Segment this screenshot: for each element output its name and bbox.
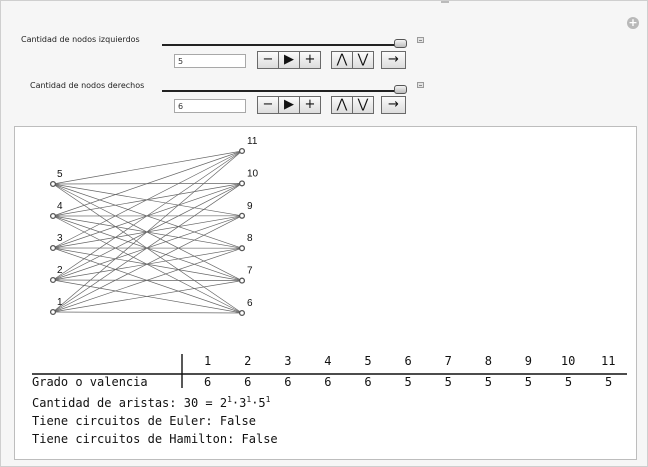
left-minus-button[interactable]: − xyxy=(257,51,279,69)
right-plus-button[interactable]: + xyxy=(299,96,321,114)
table-node-header: 9 xyxy=(525,354,532,368)
chevron-down-double-icon: ⋁ xyxy=(357,52,369,67)
table-row-label: Grado o valencia xyxy=(32,375,148,389)
graph-node xyxy=(238,147,246,155)
table-degree-cell: 6 xyxy=(364,375,371,389)
graph-edges xyxy=(52,150,243,314)
right-faster-button[interactable]: ⋀ xyxy=(331,96,353,114)
table-node-header: 10 xyxy=(561,354,575,368)
graph-edge xyxy=(52,247,243,314)
graph-node xyxy=(238,245,246,252)
left-nodes-label: Cantidad de nodos izquierdos xyxy=(21,35,140,44)
left-faster-button[interactable]: ⋀ xyxy=(331,51,353,69)
graph-node xyxy=(49,276,57,284)
graph-edge xyxy=(52,183,243,185)
graph-node xyxy=(238,309,246,317)
left-nodes-slider-thumb[interactable] xyxy=(394,39,407,48)
table-degree-cell: 5 xyxy=(445,375,452,389)
table-node-header: 2 xyxy=(244,354,251,368)
left-nodes-slider-track[interactable] xyxy=(162,44,406,46)
table-node-header: 1 xyxy=(204,354,211,368)
chevron-up-double-icon: ⋀ xyxy=(336,52,348,67)
output-panel: 1 2 3 4 5 6 7 8 9 10 11 Grado o valencia 1 6 2 6 3 6 4 6 5… xyxy=(14,126,637,460)
graph-edge xyxy=(52,311,243,314)
chevron-down-double-icon: ⋁ xyxy=(357,97,369,112)
graph-node xyxy=(238,212,246,219)
table-node-header: 11 xyxy=(601,354,615,368)
right-nodes-slider-thumb[interactable] xyxy=(394,85,407,94)
table-node-header: 6 xyxy=(405,354,412,368)
chevron-up-double-icon: ⋀ xyxy=(336,97,348,112)
node-label: 1 xyxy=(57,297,63,308)
hamilton-line: Tiene circuitos de Hamilton: False xyxy=(32,432,278,446)
table-degree-cell: 6 xyxy=(324,375,331,389)
left-nodes-collapse-icon[interactable] xyxy=(417,37,424,43)
graph-edge xyxy=(52,183,243,281)
table-degree-cell: 5 xyxy=(405,375,412,389)
degree-table: 1 6 2 6 3 6 4 6 5 6 6 5 7 5 8 5 9 5 10 5 11 5 xyxy=(204,354,615,389)
graph-node xyxy=(49,244,57,252)
node-label: 7 xyxy=(247,266,253,277)
graph-labels: 1 2 3 4 5 6 7 8 9 10 11 xyxy=(57,136,259,309)
right-nodes-slider-track[interactable] xyxy=(162,90,406,92)
node-label: 3 xyxy=(57,233,63,244)
graph-node xyxy=(49,308,57,316)
table-degree-cell: 5 xyxy=(605,375,612,389)
node-label: 10 xyxy=(247,168,259,179)
table-node-header: 4 xyxy=(324,354,331,368)
graph-edge xyxy=(52,183,243,314)
right-nodes-collapse-icon[interactable] xyxy=(417,82,424,88)
table-node-header: 3 xyxy=(284,354,291,368)
graph-edge xyxy=(52,183,243,217)
output-svg: 1 2 3 4 5 6 7 8 9 10 11 Grado o valencia 1 6 2 6 3 6 4 6 5… xyxy=(32,136,627,446)
table-node-header: 7 xyxy=(445,354,452,368)
graph-node xyxy=(49,180,57,188)
euler-line: Tiene circuitos de Euler: False xyxy=(32,414,256,428)
node-label: 6 xyxy=(247,298,253,309)
left-plus-button[interactable]: + xyxy=(299,51,321,69)
top-edge-mark xyxy=(441,1,449,3)
table-degree-cell: 5 xyxy=(525,375,532,389)
table-degree-cell: 6 xyxy=(244,375,251,389)
right-nodes-label: Cantidad de nodos derechos xyxy=(30,81,145,90)
edge-count-line: Cantidad de aristas: 30 = 21·31·51 xyxy=(32,395,271,410)
right-direction-button[interactable]: → xyxy=(381,96,406,114)
right-minus-button[interactable]: − xyxy=(257,96,279,114)
left-direction-button[interactable]: → xyxy=(381,51,406,69)
table-degree-cell: 6 xyxy=(284,375,291,389)
node-label: 5 xyxy=(57,169,63,180)
graph-edge xyxy=(52,150,243,185)
graph-edge xyxy=(52,183,243,249)
graph-node xyxy=(49,212,57,220)
node-label: 9 xyxy=(247,201,253,212)
right-slower-button[interactable]: ⋁ xyxy=(352,96,374,114)
graph-nodes xyxy=(49,147,246,317)
node-label: 2 xyxy=(57,265,63,276)
table-node-header: 8 xyxy=(485,354,492,368)
table-degree-cell: 5 xyxy=(565,375,572,389)
graph-node xyxy=(238,180,246,187)
left-nodes-input[interactable] xyxy=(174,54,246,68)
table-degree-cell: 6 xyxy=(204,375,211,389)
graph-edge xyxy=(52,215,243,314)
graph-node xyxy=(238,277,246,284)
node-label: 8 xyxy=(247,233,253,244)
node-label: 11 xyxy=(247,136,258,147)
right-play-button[interactable]: ▶ xyxy=(278,96,300,114)
left-play-button[interactable]: ▶ xyxy=(278,51,300,69)
left-slower-button[interactable]: ⋁ xyxy=(352,51,374,69)
graph-edge xyxy=(52,279,243,314)
table-degree-cell: 5 xyxy=(485,375,492,389)
add-icon[interactable]: + xyxy=(627,16,639,29)
node-label: 4 xyxy=(57,201,63,212)
table-node-header: 5 xyxy=(364,354,371,368)
right-nodes-input[interactable] xyxy=(174,99,246,113)
